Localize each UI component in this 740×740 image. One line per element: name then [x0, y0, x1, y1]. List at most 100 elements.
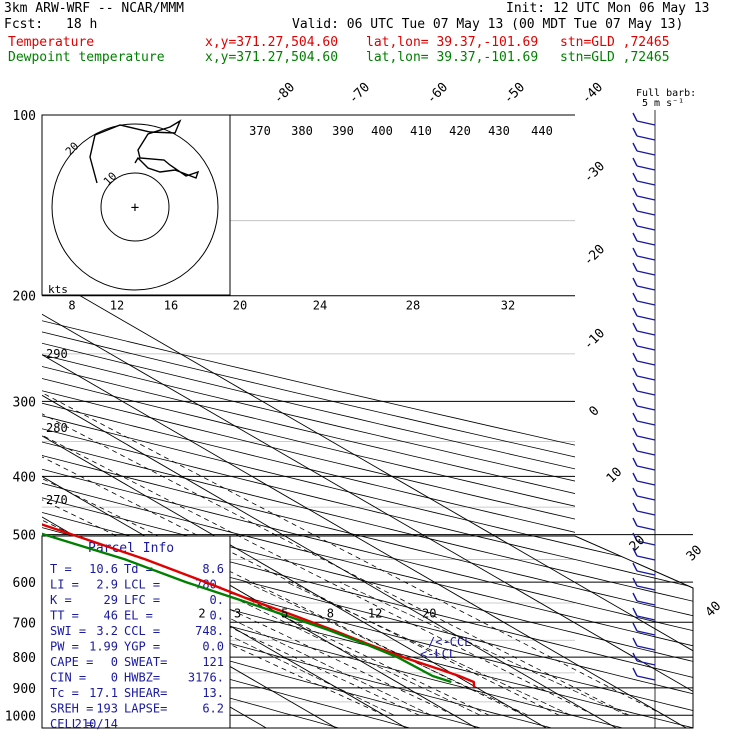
- wind-barb: [632, 637, 656, 651]
- parcel-info-box: [41, 535, 231, 729]
- wind-barb: [632, 382, 656, 396]
- legend-dewpoint-stn: stn=GLD ,72465: [560, 50, 670, 65]
- wind-barb: [632, 472, 656, 486]
- parcel-key: Tc =: [50, 686, 79, 700]
- wind-barb: [632, 142, 656, 156]
- dry-adiabat: [42, 115, 693, 728]
- parcel-value: 0: [111, 671, 118, 685]
- theta-label: 440: [531, 124, 553, 138]
- dry-adiabat: [42, 115, 693, 728]
- parcel-info-title: Parcel Info: [88, 541, 174, 556]
- wind-barb: [632, 547, 656, 561]
- mixing-ratio-label: 5: [281, 606, 288, 620]
- isotherm-label: 10: [604, 465, 626, 487]
- mixing-ratio-label: 20: [422, 606, 436, 620]
- isotherm-label: -60: [424, 80, 451, 107]
- isotherm-line: [42, 115, 693, 728]
- wind-barb: [632, 247, 656, 261]
- parcel-value: 29: [104, 593, 118, 607]
- wind-barb: [632, 397, 656, 411]
- wind-barb: [632, 517, 656, 531]
- wind-barb: [632, 562, 656, 576]
- isotherm-label: -70: [346, 80, 373, 107]
- mixing-ratio-label: 3: [234, 606, 241, 620]
- parcel-value: 17.1: [89, 686, 118, 700]
- moist-adiabat: [42, 295, 595, 716]
- isotherm-label: -20: [581, 242, 608, 269]
- wind-barb: [632, 292, 656, 306]
- legend-temperature-latlon: lat,lon= 39.37,-101.69: [366, 35, 539, 50]
- parcel-value: 748.: [195, 624, 224, 638]
- valid-time: Valid: 06 UTC Tue 07 May 13 (00 MDT Tue …: [292, 17, 684, 32]
- init-time: Init: 12 UTC Mon 06 May 13: [506, 1, 710, 16]
- dry-adiabat: [42, 115, 693, 728]
- wind-barb: [632, 592, 656, 606]
- wind-barb: [632, 232, 656, 246]
- pressure-label: 500: [13, 529, 36, 544]
- parcel-key: CCL =: [124, 624, 160, 638]
- pressure-label: 600: [13, 576, 36, 591]
- dry-adiabat: [42, 115, 693, 728]
- parcel-value: 121: [202, 655, 224, 669]
- temperature-profile: [42, 115, 476, 688]
- isotherm-line: [42, 115, 617, 728]
- hodograph-ring-10: [100, 172, 170, 242]
- isotherm-label: -10: [581, 326, 608, 353]
- parcel-key: SWI =: [50, 624, 86, 638]
- dry-adiabat: [42, 115, 693, 728]
- hodograph-center-mark: +: [131, 200, 139, 216]
- wind-barb: [632, 607, 656, 621]
- pressure-label: 700: [13, 616, 36, 631]
- theta-label: 410: [410, 124, 432, 138]
- mixing-ratio-top-label: 12: [110, 299, 124, 313]
- moist-adiabat: [42, 295, 630, 716]
- legend-temperature-xy: x,y=371.27,504.60: [205, 35, 339, 50]
- pressure-label: 100: [13, 109, 36, 124]
- dry-adiabat: [42, 115, 693, 728]
- forecast-label: Fcst:: [4, 17, 44, 32]
- wind-barb: [632, 262, 656, 276]
- legend-dewpoint-latlon: lat,lon= 39.37,-101.69: [366, 50, 539, 65]
- parcel-value: 46: [104, 609, 118, 623]
- legend-dewpoint-name: Dewpoint temperature: [8, 50, 165, 65]
- mixing-ratio-line: [119, 581, 395, 716]
- parcel-key: LI =: [50, 578, 79, 592]
- isotherm-line: [42, 115, 693, 728]
- parcel-value: 0.0: [202, 640, 224, 654]
- isotherm-label: -80: [271, 80, 298, 107]
- dry-adiabat-label: 290: [46, 347, 68, 361]
- wind-barb: [632, 322, 656, 336]
- parcel-value: 8.6: [202, 562, 224, 576]
- forecast-hour: 18 h: [66, 17, 98, 32]
- parcel-key: CELL =: [50, 717, 93, 731]
- parcel-value: 210/14: [75, 717, 118, 731]
- wind-barb: [632, 577, 656, 591]
- parcel-key: EL =: [124, 609, 153, 623]
- dry-adiabat: [42, 115, 693, 728]
- theta-label: 390: [332, 124, 354, 138]
- dry-adiabat-label: 280: [46, 421, 68, 435]
- dry-adiabat: [42, 115, 693, 728]
- pressure-label: 900: [13, 682, 36, 697]
- wind-barb: [632, 412, 656, 426]
- parcel-value: 3.2: [96, 624, 118, 638]
- parcel-value: 0: [111, 655, 118, 669]
- parcel-value: 2.9: [96, 578, 118, 592]
- wind-barb: [632, 337, 656, 351]
- theta-label: 430: [488, 124, 510, 138]
- theta-label: 400: [371, 124, 393, 138]
- mixing-ratio-top-label: 16: [164, 299, 178, 313]
- wind-barb: [632, 307, 656, 321]
- isotherm-label: -30: [581, 159, 608, 186]
- isotherm-line: [42, 115, 687, 728]
- wind-barb: [632, 622, 656, 636]
- dry-adiabat: [42, 115, 552, 728]
- hodograph-ring-20: [51, 123, 219, 291]
- wind-barb: [632, 157, 656, 171]
- theta-label: 420: [449, 124, 471, 138]
- parcel-value: 6.2: [202, 702, 224, 716]
- mixing-ratio-top-label: 20: [233, 299, 247, 313]
- wind-barb: [632, 442, 656, 456]
- wind-barb: [632, 202, 656, 216]
